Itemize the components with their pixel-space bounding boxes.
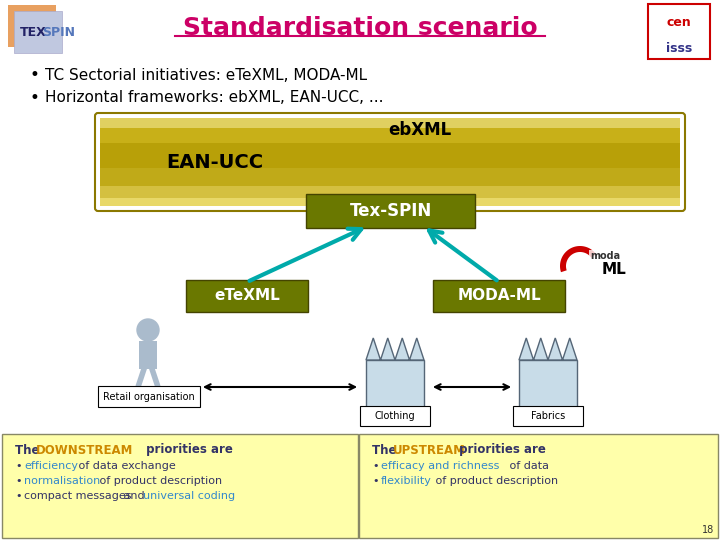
Text: Clothing: Clothing	[374, 411, 415, 421]
Text: •: •	[15, 461, 22, 471]
Bar	[519, 360, 577, 408]
Text: universal coding: universal coding	[143, 491, 235, 501]
Text: •: •	[372, 461, 379, 471]
Bar	[100, 198, 680, 206]
FancyBboxPatch shape	[98, 386, 200, 407]
Text: TC Sectorial initiatives: eTeXML, MODA-ML: TC Sectorial initiatives: eTeXML, MODA-M…	[45, 68, 367, 83]
Bar	[100, 168, 680, 186]
Text: TEX: TEX	[20, 25, 47, 38]
Text: ebXML: ebXML	[388, 121, 451, 139]
Text: •: •	[30, 89, 40, 107]
Bar	[100, 128, 680, 143]
FancyBboxPatch shape	[139, 341, 157, 369]
Bar	[100, 186, 680, 198]
Text: isss: isss	[666, 42, 692, 55]
FancyArrowPatch shape	[250, 229, 361, 281]
Text: •: •	[30, 66, 40, 84]
Bar	[100, 143, 680, 168]
FancyBboxPatch shape	[186, 280, 308, 312]
Polygon shape	[519, 338, 577, 360]
Text: Horizontal frameworks: ebXML, EAN-UCC, ...: Horizontal frameworks: ebXML, EAN-UCC, .…	[45, 91, 384, 105]
Text: UPSTREAM: UPSTREAM	[393, 443, 466, 456]
Text: Fabrics: Fabrics	[531, 411, 565, 421]
FancyArrowPatch shape	[429, 231, 497, 280]
Text: The: The	[15, 443, 44, 456]
Text: The: The	[372, 443, 400, 456]
Text: ML: ML	[602, 262, 626, 278]
Polygon shape	[560, 246, 596, 272]
FancyBboxPatch shape	[306, 194, 475, 228]
FancyBboxPatch shape	[360, 406, 430, 426]
FancyBboxPatch shape	[433, 280, 565, 312]
FancyBboxPatch shape	[14, 11, 62, 53]
Text: EAN-UCC: EAN-UCC	[166, 153, 264, 172]
Text: of data exchange: of data exchange	[75, 461, 176, 471]
Text: •: •	[372, 476, 379, 486]
Bar	[100, 118, 680, 128]
FancyBboxPatch shape	[513, 406, 583, 426]
Text: of product description: of product description	[96, 476, 222, 486]
Text: 18: 18	[702, 525, 714, 535]
Text: efficiency: efficiency	[24, 461, 78, 471]
Text: priorities are: priorities are	[455, 443, 546, 456]
Text: DOWNSTREAM: DOWNSTREAM	[36, 443, 133, 456]
Text: •: •	[15, 476, 22, 486]
Polygon shape	[366, 338, 424, 360]
Text: priorities are: priorities are	[142, 443, 233, 456]
Bar	[366, 360, 424, 408]
Text: eTeXML: eTeXML	[214, 288, 280, 303]
Text: and: and	[120, 491, 148, 501]
Circle shape	[137, 319, 159, 341]
Text: of product description: of product description	[432, 476, 558, 486]
FancyBboxPatch shape	[648, 4, 710, 59]
Text: Standardisation scenario: Standardisation scenario	[183, 16, 537, 40]
Text: of data: of data	[506, 461, 549, 471]
Text: Tex-SPIN: Tex-SPIN	[349, 202, 431, 220]
FancyBboxPatch shape	[2, 434, 358, 538]
Text: efficacy and richness: efficacy and richness	[381, 461, 500, 471]
Text: flexibility: flexibility	[381, 476, 432, 486]
FancyBboxPatch shape	[359, 434, 718, 538]
Text: moda: moda	[590, 251, 620, 261]
Text: SPIN: SPIN	[42, 25, 75, 38]
Text: •: •	[15, 491, 22, 501]
Text: compact messages: compact messages	[24, 491, 132, 501]
Text: MODA-ML: MODA-ML	[457, 288, 541, 303]
Text: normalisation: normalisation	[24, 476, 100, 486]
FancyBboxPatch shape	[8, 5, 56, 47]
Text: Retail organisation: Retail organisation	[103, 392, 195, 402]
Text: cen: cen	[667, 16, 691, 29]
